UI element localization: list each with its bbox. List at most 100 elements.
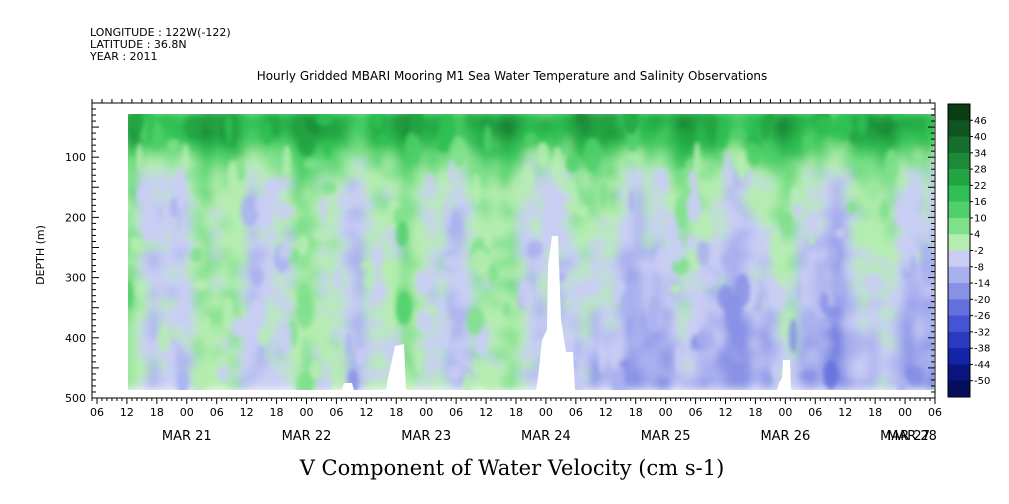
heatmap-cell (661, 139, 672, 151)
heatmap-cell (436, 189, 447, 201)
heatmap-cell (445, 249, 456, 261)
heatmap-cell (499, 239, 510, 251)
heatmap-cell (643, 139, 654, 151)
heatmap-cell (643, 319, 654, 331)
x-tick-label: 06 (928, 406, 942, 419)
heatmap-cell (157, 319, 168, 331)
chart-title: Hourly Gridded MBARI Mooring M1 Sea Wate… (257, 69, 768, 83)
heatmap-cell (913, 339, 924, 351)
heatmap-patch (166, 138, 180, 153)
heatmap-cell (877, 339, 888, 351)
heatmap-cell (616, 229, 627, 241)
heatmap-cell (409, 309, 420, 321)
heatmap-patch (790, 185, 804, 206)
heatmap-cell (301, 119, 312, 131)
heatmap-cell (463, 149, 474, 161)
heatmap-cell (769, 259, 780, 271)
x-tick-label: 00 (419, 406, 433, 419)
heatmap-cell (310, 349, 321, 361)
heatmap-cell (832, 249, 843, 261)
heatmap-cell (850, 209, 861, 221)
heatmap-cell (868, 339, 879, 351)
heatmap-patch (931, 367, 934, 376)
heatmap-cell (931, 239, 934, 251)
heatmap-cell (220, 169, 231, 181)
heatmap-cell (742, 119, 753, 131)
heatmap-patch (624, 357, 631, 387)
heatmap-cell (652, 349, 663, 361)
heatmap-cell (814, 379, 825, 390)
heatmap-cell (391, 179, 402, 191)
heatmap-cell (193, 269, 204, 281)
heatmap-cell (832, 349, 843, 361)
heatmap-cell (427, 179, 438, 191)
heatmap-patch (437, 320, 451, 347)
heatmap-cell (211, 279, 222, 291)
heatmap-cell (841, 329, 852, 341)
heatmap-cell (526, 209, 537, 221)
heatmap-cell (454, 309, 465, 321)
heatmap-cell (128, 199, 132, 211)
heatmap-cell (733, 114, 744, 121)
heatmap-cell (355, 299, 366, 311)
heatmap-cell (805, 129, 816, 141)
heatmap-cell (760, 199, 771, 211)
heatmap-cell (193, 159, 204, 171)
heatmap-cell (751, 319, 762, 331)
heatmap-cell (220, 219, 231, 231)
heatmap-cell (391, 129, 402, 141)
heatmap-cell (247, 114, 258, 121)
heatmap-cell (274, 339, 285, 351)
heatmap-cell (328, 339, 339, 351)
heatmap-cell (247, 189, 258, 201)
heatmap-cell (913, 119, 924, 131)
heatmap-cell (220, 149, 231, 161)
heatmap-cell (886, 289, 897, 301)
heatmap-cell (724, 219, 735, 231)
heatmap-cell (490, 309, 501, 321)
date-label: MAR 24 (521, 429, 571, 444)
heatmap-cell (418, 159, 429, 171)
heatmap-cell (454, 269, 465, 281)
heatmap-cell (274, 289, 285, 301)
heatmap-cell (895, 229, 906, 241)
heatmap-cell (625, 299, 636, 311)
heatmap-cell (589, 349, 600, 361)
heatmap-cell (832, 329, 843, 341)
heatmap-patch (725, 295, 742, 330)
heatmap-cell (562, 209, 573, 221)
heatmap-cell (778, 179, 789, 191)
x-tick-label: 06 (449, 406, 463, 419)
heatmap-cell (778, 299, 789, 311)
heatmap-cell (868, 179, 879, 191)
heatmap-cell (760, 309, 771, 321)
heatmap-cell (751, 249, 762, 261)
heatmap-cell (796, 139, 807, 151)
heatmap-cell (463, 209, 474, 221)
heatmap-cell (670, 379, 681, 390)
heatmap-cell (715, 259, 726, 271)
heatmap-cell (886, 129, 897, 141)
heatmap-cell (418, 139, 429, 151)
heatmap-cell (715, 379, 726, 390)
heatmap-cell (128, 319, 132, 331)
heatmap-cell (328, 329, 339, 341)
heatmap-cell (751, 199, 762, 211)
heatmap-cell (715, 279, 726, 291)
heatmap-cell (238, 179, 249, 191)
heatmap-cell (913, 279, 924, 291)
heatmap-cell (535, 279, 546, 291)
heatmap-patch (155, 227, 167, 247)
heatmap-cell (562, 169, 573, 181)
heatmap-cell (751, 259, 762, 271)
heatmap-cell (364, 139, 375, 151)
heatmap-cell (148, 359, 159, 371)
heatmap-cell (427, 119, 438, 131)
heatmap-cell (202, 329, 213, 341)
heatmap-cell (832, 379, 843, 390)
colorbar-label: -2 (974, 246, 984, 257)
heatmap-cell (796, 149, 807, 161)
heatmap-cell (535, 119, 546, 131)
heatmap-cell (805, 259, 816, 271)
heatmap-cell (319, 249, 330, 261)
